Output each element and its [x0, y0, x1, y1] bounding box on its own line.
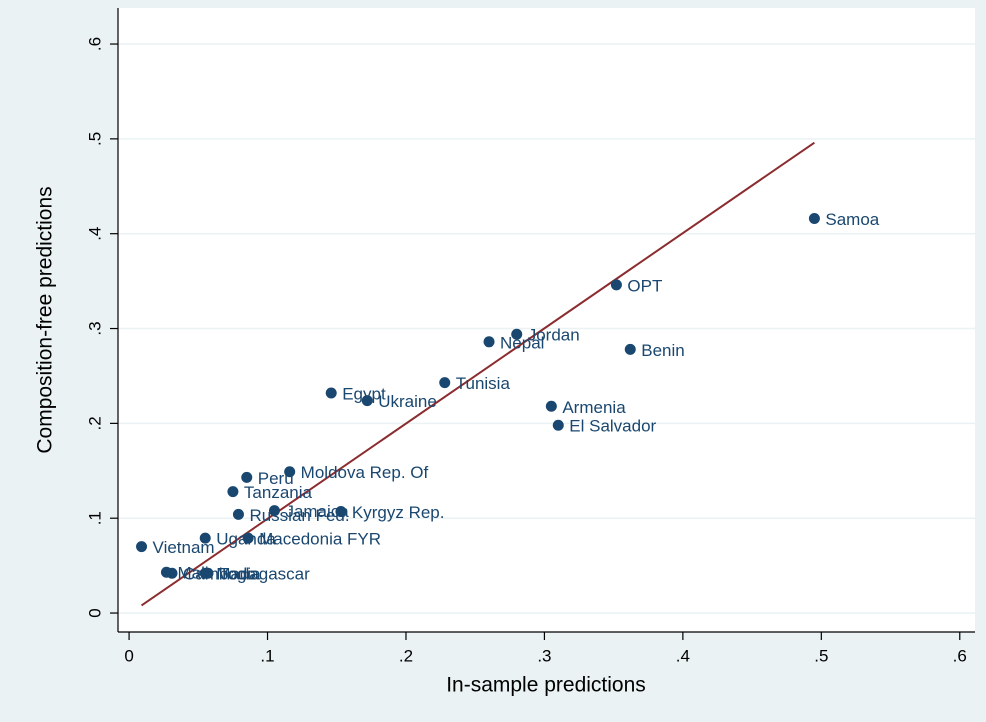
point: [552, 419, 564, 431]
point: [439, 377, 451, 389]
point: [808, 213, 820, 225]
point-label: Jordan: [528, 326, 580, 345]
point: [227, 486, 239, 498]
y-tick-label: .5: [85, 132, 104, 146]
point: [241, 471, 253, 483]
y-tick-label: 0: [85, 608, 104, 617]
point-label: Kyrgyz Rep.: [352, 503, 445, 522]
point: [268, 505, 280, 517]
point-label: Russian Fed.: [249, 506, 349, 525]
point-label: Moldova Rep. Of: [301, 463, 429, 482]
fit-line: [140, 141, 815, 607]
point-label: Mali: [177, 564, 208, 583]
point: [361, 395, 373, 407]
point: [166, 567, 178, 579]
x-tick-label: .2: [399, 646, 413, 665]
point-label: El Salvador: [569, 417, 656, 436]
y-tick-label: .6: [85, 37, 104, 51]
x-tick-label: .4: [676, 646, 690, 665]
point: [232, 508, 244, 520]
point-label: Samoa: [825, 210, 879, 229]
point-label: Armenia: [562, 398, 626, 417]
point-label: Peru: [258, 469, 294, 488]
point-label: Benin: [641, 341, 684, 360]
point-label: Tanzania: [244, 483, 313, 502]
point-label: Togo: [219, 565, 256, 584]
point-label: Ukraine: [378, 392, 437, 411]
point: [545, 400, 557, 412]
point: [136, 541, 148, 553]
point: [199, 532, 211, 544]
point-label: Vietnam: [153, 538, 215, 557]
point: [325, 387, 337, 399]
point-label: Tunisia: [456, 374, 511, 393]
x-axis-title: In-sample predictions: [446, 674, 646, 697]
point: [483, 336, 495, 348]
y-tick-label: .3: [85, 321, 104, 335]
plot-area: [118, 8, 975, 632]
point: [284, 466, 296, 478]
x-tick-label: .5: [814, 646, 828, 665]
x-tick-label: 0: [124, 646, 133, 665]
point: [242, 532, 254, 544]
point-label: OPT: [627, 276, 662, 295]
point-label: Jamaica: [285, 502, 349, 521]
point-label: Nepal: [500, 333, 544, 352]
x-tick-label: .1: [260, 646, 274, 665]
x-tick-label: .6: [953, 646, 967, 665]
y-axis-title: Composition-free predictions: [34, 186, 57, 453]
point-label: Madagascar: [216, 565, 310, 584]
point: [610, 279, 622, 291]
y-tick-label: .1: [85, 511, 104, 525]
y-tick-label: .4: [85, 227, 104, 241]
point: [202, 567, 214, 579]
x-tick-label: .3: [537, 646, 551, 665]
point-label: Egypt: [342, 385, 386, 404]
point: [335, 506, 347, 518]
point-label: Macedonia FYR: [259, 530, 381, 549]
point: [624, 343, 636, 355]
y-tick-label: .2: [85, 416, 104, 430]
point: [511, 328, 523, 340]
